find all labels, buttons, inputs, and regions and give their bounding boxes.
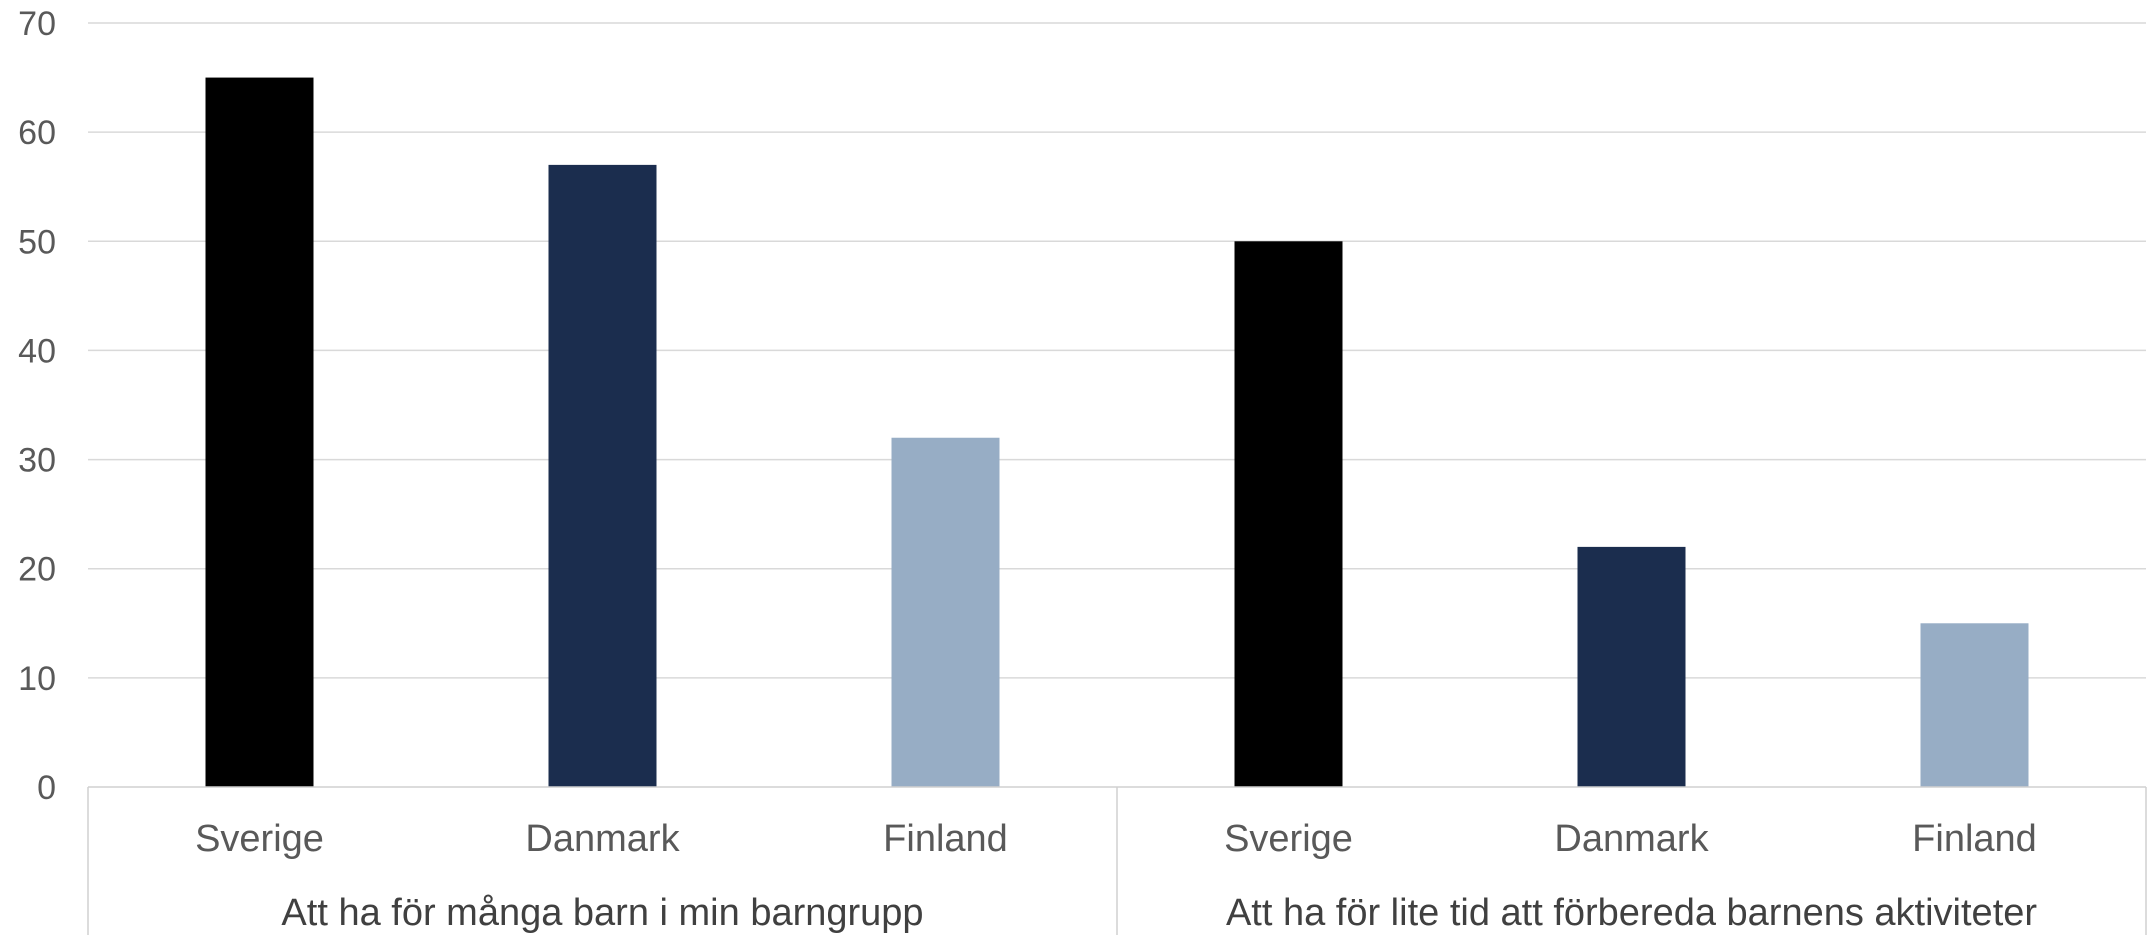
bar-sverige-2	[1234, 241, 1343, 788]
group-label: Att ha för många barn i min barngrupp	[281, 892, 923, 934]
y-tick-label: 40	[18, 332, 56, 370]
group-label: Att ha för lite tid att förbereda barnen…	[1226, 892, 2037, 934]
category-label: Danmark	[1554, 818, 1709, 860]
bar-danmark-2	[1577, 546, 1686, 787]
bars	[205, 77, 2029, 788]
y-tick-label: 20	[18, 551, 56, 589]
category-label: Finland	[1912, 818, 2037, 860]
category-axis	[87, 786, 2147, 935]
category-label: Sverige	[195, 818, 324, 860]
category-label: Sverige	[1224, 818, 1353, 860]
bar-finland-1	[891, 437, 1000, 787]
bar-sverige-1	[205, 77, 314, 788]
y-tick-label: 30	[18, 442, 56, 480]
y-axis-ticks: 0 10 20 30 40 50 60 70	[18, 5, 56, 807]
bar-finland-2	[1920, 623, 2029, 787]
category-label: Finland	[883, 818, 1008, 860]
y-tick-label: 70	[18, 5, 56, 43]
y-tick-label: 50	[18, 223, 56, 261]
y-tick-label: 60	[18, 114, 56, 152]
grid-lines	[88, 22, 2146, 679]
bar-danmark-1	[548, 164, 657, 787]
category-labels: Sverige Danmark Finland Att ha för många ba…	[195, 818, 2037, 934]
category-label: Danmark	[525, 818, 680, 860]
y-tick-label: 10	[18, 660, 56, 698]
y-tick-label: 0	[37, 769, 56, 807]
